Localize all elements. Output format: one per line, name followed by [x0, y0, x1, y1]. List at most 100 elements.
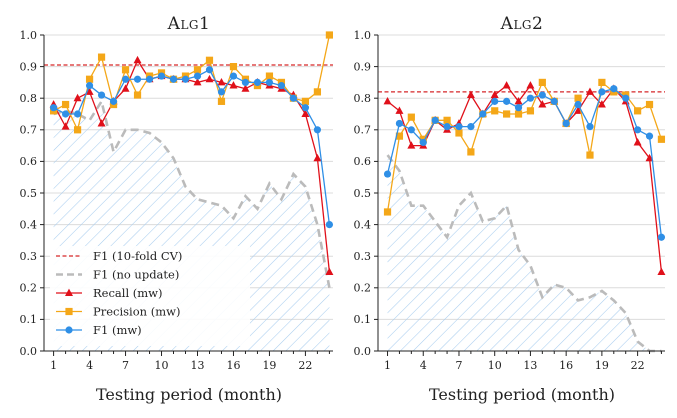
data-point	[598, 88, 606, 96]
data-point	[325, 221, 334, 229]
legend-marker	[65, 307, 73, 316]
data-point	[85, 75, 94, 83]
data-point	[145, 75, 154, 83]
data-point	[562, 119, 570, 128]
x-tick-label: 19	[595, 359, 609, 372]
y-tick-label: 0.3	[20, 250, 38, 263]
y-tick-label: 0.1	[354, 313, 372, 326]
x-tick-label: 16	[226, 359, 240, 372]
data-point	[217, 88, 226, 96]
data-point	[97, 91, 106, 99]
ticks: 0.0 0.1 0.2 0.3 0.4 0.5 0.6 0.7 0.8 0.9 1.0 1 4 7 10 13…	[354, 29, 662, 372]
data-point	[491, 97, 499, 105]
chart-title: Alg1	[167, 14, 211, 34]
y-tick-label: 0.2	[20, 282, 38, 295]
data-point	[193, 78, 202, 86]
data-point	[157, 72, 166, 80]
data-point	[61, 122, 70, 130]
data-point	[503, 97, 511, 105]
y-tick-label: 0.7	[354, 124, 372, 137]
data-point	[205, 56, 214, 64]
data-point	[97, 53, 106, 61]
legend-label: F1 (10-fold CV)	[93, 249, 182, 263]
data-point	[645, 132, 654, 140]
data-point	[73, 93, 82, 102]
legend: F1 (10-fold CV) F1 (no update) Recall (mw)…	[50, 246, 250, 346]
data-point	[205, 66, 214, 74]
data-point	[229, 72, 238, 80]
data-point	[301, 109, 310, 117]
x-tick-label: 22	[631, 359, 645, 372]
data-point	[85, 87, 94, 95]
data-point	[313, 126, 322, 134]
series-layer	[383, 78, 666, 353]
y-tick-label: 0.6	[20, 155, 38, 168]
data-point	[407, 126, 415, 134]
data-point	[443, 123, 451, 131]
x-tick-label: 10	[155, 359, 169, 372]
legend-entry: Precision (mw)	[56, 305, 180, 319]
y-tick-label: 0.9	[354, 60, 372, 73]
chart-panel-alg2: Alg2 0.0 0.1 0.2 0.3 0.4 0.5 0.6 0.7 0.8 0.9 1.0 1 4…	[354, 14, 666, 404]
x-tick-label: 10	[488, 359, 502, 372]
data-point	[586, 123, 594, 131]
chart-title: Alg2	[500, 14, 544, 34]
legend-label: F1 (no update)	[93, 268, 179, 282]
hatched-area-no-update	[387, 155, 662, 351]
y-tick-label: 0.8	[20, 92, 38, 105]
x-axis-title: Testing period (month)	[429, 385, 615, 404]
data-point	[502, 81, 511, 89]
data-point	[503, 110, 511, 118]
data-point	[325, 31, 334, 39]
data-point	[491, 107, 499, 115]
data-point	[419, 138, 427, 147]
data-point	[133, 91, 142, 99]
data-point	[645, 100, 654, 109]
y-tick-label: 0.5	[20, 187, 38, 200]
legend-entry: F1 (no update)	[56, 268, 179, 282]
data-point	[301, 97, 310, 105]
x-tick-label: 13	[523, 359, 537, 372]
data-point	[109, 97, 118, 105]
data-point	[289, 94, 298, 102]
x-tick-label: 7	[122, 359, 129, 372]
y-tick-label: 0.4	[20, 218, 38, 231]
data-point	[633, 138, 642, 146]
x-axis-title: Testing period (month)	[96, 385, 282, 404]
data-point	[634, 107, 642, 115]
data-point	[455, 129, 463, 137]
data-point	[383, 208, 392, 216]
data-point	[479, 110, 487, 118]
x-tick-label: 4	[420, 359, 427, 372]
data-point	[574, 106, 583, 114]
y-tick-label: 0.1	[20, 313, 38, 326]
data-point	[193, 66, 202, 74]
data-point	[313, 153, 322, 162]
data-point	[622, 94, 630, 102]
data-point	[265, 78, 274, 86]
series-f1-no-update	[53, 98, 331, 289]
data-point	[645, 153, 654, 162]
series-f1-mw	[383, 85, 666, 241]
data-point	[277, 81, 286, 90]
legend-entry: F1 (mw)	[56, 323, 142, 337]
data-point	[61, 110, 70, 118]
data-point	[407, 113, 415, 121]
x-tick-label: 1	[384, 359, 391, 372]
data-point	[407, 141, 416, 149]
y-tick-label: 0.5	[354, 187, 372, 200]
y-tick-label: 0.3	[354, 250, 372, 263]
y-tick-label: 1.0	[354, 29, 372, 42]
x-tick-label: 13	[190, 359, 204, 372]
data-point	[73, 110, 82, 118]
data-point	[574, 100, 582, 109]
y-tick-label: 1.0	[20, 29, 38, 42]
data-point	[514, 96, 523, 105]
data-point	[455, 123, 463, 131]
y-tick-label: 0.9	[20, 60, 38, 73]
series-layer	[49, 31, 334, 289]
data-point	[229, 81, 238, 89]
data-point	[85, 81, 94, 90]
data-point	[526, 81, 535, 89]
